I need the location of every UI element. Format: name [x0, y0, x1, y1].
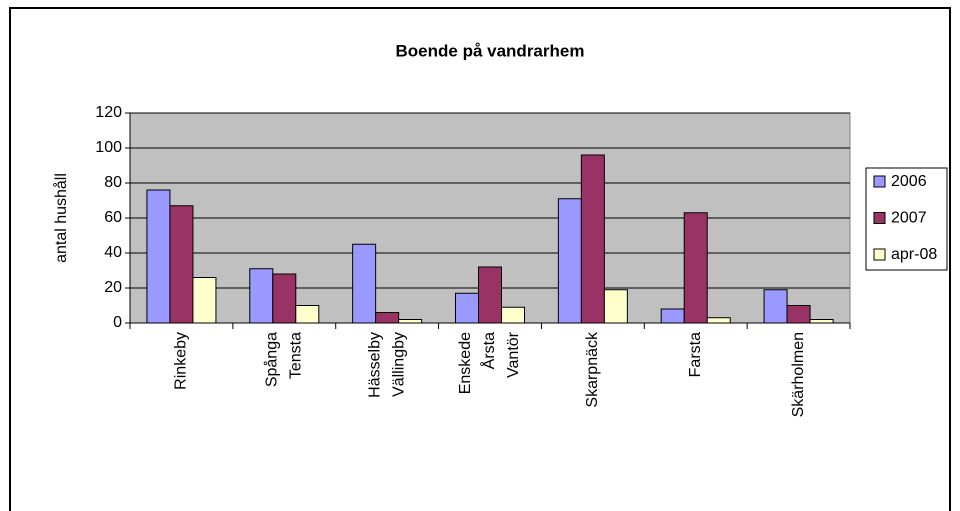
bar — [295, 305, 320, 324]
x-tick-label: Vällingby — [390, 332, 407, 397]
legend-label: apr-08 — [891, 246, 937, 263]
x-tick-label: Hässelby — [366, 332, 383, 398]
legend-label: 2006 — [891, 173, 927, 190]
x-tick-label: Tensta — [288, 332, 305, 379]
bar — [809, 319, 834, 324]
x-tick-label: Skarpnäck — [584, 331, 601, 408]
bar — [192, 277, 217, 324]
legend-label: 2007 — [891, 210, 927, 227]
bar — [501, 306, 525, 324]
bar — [786, 305, 811, 324]
bar — [398, 319, 423, 324]
bar — [146, 189, 171, 324]
y-tick-label: 60 — [104, 209, 122, 226]
x-tick-label: Vantör — [505, 331, 522, 378]
y-axis-label: antal hushåll — [52, 173, 70, 263]
bar — [706, 317, 731, 324]
x-tick-label: Farsta — [687, 332, 704, 377]
bar — [478, 266, 502, 324]
y-tick-label: 80 — [104, 174, 122, 191]
bar — [169, 205, 194, 324]
legend-swatch — [873, 248, 886, 261]
x-tick-label: Årsta — [479, 332, 498, 369]
x-tick-label: Enskede — [457, 332, 474, 394]
bar — [763, 289, 788, 324]
bar — [660, 308, 685, 324]
bar — [683, 212, 708, 324]
bar — [249, 268, 274, 324]
bar — [455, 292, 479, 324]
x-tick-label: Spånga — [263, 332, 281, 387]
legend-swatch — [873, 175, 886, 188]
y-tick-label: 0 — [113, 314, 122, 331]
bar — [603, 289, 628, 324]
x-tick-label: Skärholmen — [790, 332, 807, 417]
bar — [375, 312, 400, 324]
y-tick-label: 100 — [95, 139, 122, 156]
bar — [557, 198, 582, 324]
x-tick-label: Rinkeby — [173, 332, 190, 390]
chart-title: Boende på vandrarhem — [396, 41, 585, 60]
y-tick-label: 120 — [95, 104, 122, 121]
legend-swatch — [873, 212, 886, 224]
bar — [272, 273, 297, 324]
y-tick-label: 20 — [104, 279, 122, 296]
bar — [352, 243, 377, 324]
bar — [580, 154, 605, 324]
y-tick-label: 40 — [104, 244, 122, 261]
